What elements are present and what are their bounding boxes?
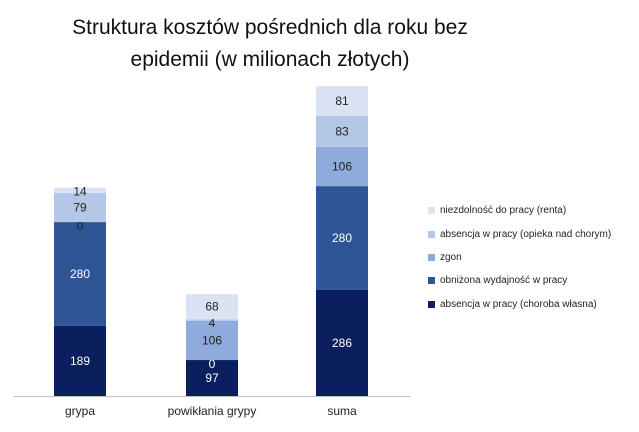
legend-swatch	[428, 253, 435, 261]
data-label-3-5: 81	[335, 94, 349, 108]
legend-swatch	[428, 277, 435, 285]
data-label-1-4: 79	[73, 200, 87, 214]
data-label-3-3: 106	[332, 159, 352, 173]
legend-item-5: absencja w pracy (choroba własna)	[428, 293, 611, 316]
legend-label: obniżona wydajność w pracy	[440, 275, 568, 287]
legend-label: niezdolność do pracy (renta)	[440, 205, 567, 217]
data-label-2-2: 0	[209, 357, 216, 371]
data-label-2-3: 106	[202, 333, 222, 347]
legend-item-4: obniżona wydajność w pracy	[428, 269, 611, 292]
data-label-1-1: 189	[70, 354, 90, 368]
legend-item-1: niezdolność do pracy (renta)	[428, 199, 611, 222]
category-label-1: grypa	[65, 404, 95, 418]
legend-label: zgon	[440, 251, 462, 263]
data-label-2-4: 4	[209, 316, 216, 330]
bar-segment-2-4	[186, 319, 238, 321]
chart-title: Struktura kosztów pośrednich dla roku be…	[60, 12, 480, 76]
chart-title-line-2: epidemii (w milionach złotych)	[130, 48, 410, 71]
bar-segment-3-3	[316, 146, 368, 187]
legend-label: absencja w pracy (choroba własna)	[440, 298, 597, 310]
chart-legend: niezdolność do pracy (renta) absencja w p…	[428, 199, 611, 316]
bar-segment-3-4	[316, 116, 368, 147]
data-label-1-3: 0	[77, 219, 84, 233]
legend-label: absencja w pracy (opieka nad chorym)	[440, 228, 612, 240]
bar-segment-3-1	[316, 289, 368, 396]
bar-segment-1-4	[54, 192, 106, 223]
bar-segment-2-1	[186, 360, 238, 396]
legend-item-3: zgon	[428, 246, 611, 269]
legend-swatch	[428, 207, 435, 215]
category-label-3: suma	[327, 404, 357, 418]
data-label-3-4: 83	[335, 124, 349, 138]
data-label-3-2: 280	[332, 231, 352, 245]
bar-segment-1-2	[54, 222, 106, 326]
bar-segment-2-5	[186, 294, 238, 320]
data-label-2-1: 97	[205, 371, 219, 385]
legend-item-2: absencja w pracy (opieka nad chorym)	[428, 222, 611, 245]
bar-segment-1-5	[54, 187, 106, 193]
bar-segment-2-3	[186, 320, 238, 361]
bar-segment-1-1	[54, 325, 106, 396]
category-label-2: powikłania grypy	[168, 404, 257, 418]
bar-segment-3-2	[316, 186, 368, 290]
legend-swatch	[428, 300, 435, 308]
data-label-2-5: 68	[205, 300, 219, 314]
legend-swatch	[428, 230, 435, 238]
data-label-3-1: 286	[332, 336, 352, 350]
chart-title-line-1: Struktura kosztów pośrednich dla roku be…	[72, 16, 468, 39]
data-label-1-2: 280	[70, 267, 90, 281]
bar-segment-3-5	[316, 86, 368, 117]
data-label-1-5: 14	[73, 185, 87, 199]
